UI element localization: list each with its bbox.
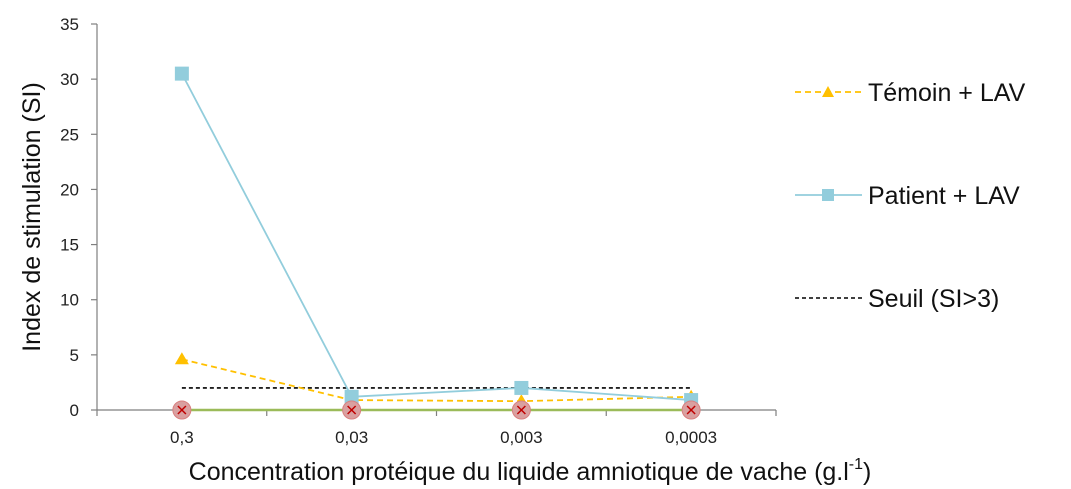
- series-marker-square: [514, 380, 529, 395]
- y-tick-label: 30: [60, 70, 79, 89]
- x-tick-label: 0,0003: [665, 428, 717, 447]
- x-axis-title-sup: -1: [849, 456, 863, 473]
- y-tick-label: 35: [60, 15, 79, 34]
- y-tick-label: 10: [60, 291, 79, 310]
- legend-label-seuil: Seuil (SI>3): [868, 285, 999, 313]
- series-marker-triangle: [174, 352, 189, 365]
- legend-marker-triangle: [822, 86, 834, 97]
- series-line: [181, 73, 692, 401]
- y-tick-label: 5: [70, 346, 79, 365]
- legend-item-temoin: Témoin + LAV: [795, 79, 1026, 107]
- x-tick-label: 0,03: [335, 428, 368, 447]
- cross-marker: [347, 405, 357, 415]
- y-axis-title: Index de stimulation (SI): [18, 82, 46, 352]
- cross-marker: [686, 405, 696, 415]
- legend-item-patient: Patient + LAV: [795, 182, 1020, 210]
- series-0: [174, 352, 699, 407]
- cross-marker: [177, 405, 187, 415]
- legend-marker-square: [822, 189, 834, 201]
- series-4-cross-markers: [177, 405, 696, 415]
- series-marker-square: [174, 66, 189, 81]
- x-axis-title-main: Concentration protéique du liquide amnio…: [189, 458, 849, 486]
- y-ticks: 0 5 10 15 20 25 30 35: [60, 15, 97, 420]
- legend-label-temoin: Témoin + LAV: [868, 79, 1026, 107]
- y-tick-label: 0: [70, 401, 79, 420]
- cross-marker: [516, 405, 526, 415]
- x-axis-title: Concentration protéique du liquide amnio…: [189, 456, 872, 486]
- y-tick-label: 20: [60, 180, 79, 199]
- series-marker-square: [344, 389, 359, 404]
- x-ticks: 0,3 0,03 0,003 0,0003: [96, 410, 777, 447]
- x-tick-label: 0,3: [170, 428, 194, 447]
- series-1: [174, 66, 699, 408]
- legend-label-patient: Patient + LAV: [868, 182, 1020, 210]
- legend-item-seuil: Seuil (SI>3): [795, 285, 999, 313]
- x-axis-title-end: ): [863, 458, 871, 486]
- axes: [96, 24, 776, 411]
- y-tick-label: 15: [60, 236, 79, 255]
- y-tick-label: 25: [60, 125, 79, 144]
- x-tick-label: 0,003: [500, 428, 543, 447]
- legend: Témoin + LAV Patient + LAV Seuil (SI>3): [795, 79, 1026, 313]
- series-layer: [172, 66, 701, 420]
